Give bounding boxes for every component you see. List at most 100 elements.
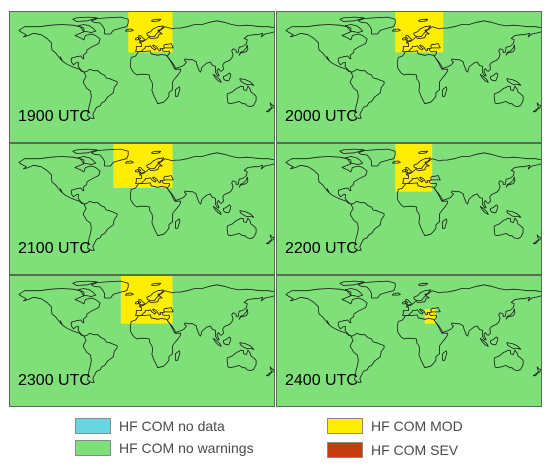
coastline-iceland [391, 292, 401, 296]
coastline-north-america [18, 24, 101, 73]
coastline-north-america [285, 24, 368, 73]
coastline-japan [238, 44, 249, 56]
world-map [18, 144, 274, 251]
legend-label: HF COM MOD [371, 418, 463, 434]
coastline-north-america [18, 156, 101, 205]
coastline-new-zealand [533, 234, 541, 245]
coastline-australia [493, 349, 524, 371]
coastline-madagascar [442, 218, 448, 229]
coastline-japan [505, 44, 516, 56]
coastline-ellesmere [72, 148, 98, 154]
coastline-africa [130, 50, 182, 105]
coastline-great-britain [405, 35, 412, 42]
coastline-ellesmere [72, 16, 98, 22]
coastline-baffin [344, 156, 364, 165]
coastline-australia [226, 349, 257, 371]
coastline-new-guinea [506, 210, 522, 218]
coastline-south-america [82, 68, 118, 119]
coastline-japan [505, 308, 516, 320]
coastline-borneo [223, 336, 232, 346]
coastline-greenland [90, 16, 129, 35]
coastline-south-america [82, 332, 118, 383]
coastline-baffin [77, 156, 97, 165]
coastline-ireland [135, 37, 139, 41]
alert-region-mod [395, 144, 433, 192]
world-map [18, 12, 274, 119]
coastline-ireland [402, 301, 406, 305]
coastline-africa [130, 182, 182, 237]
world-map [285, 280, 541, 383]
time-label: 2400 UTC [285, 372, 358, 389]
coastline-svalbard [151, 150, 162, 154]
coastline-svalbard [418, 282, 429, 286]
coastline-africa [130, 314, 182, 369]
coastline-new-guinea [506, 78, 522, 86]
coastline-new-zealand [266, 366, 274, 377]
coastline-south-america [349, 68, 385, 119]
coastline-australia [226, 85, 257, 107]
coastline-iceland [124, 28, 134, 32]
coastline-madagascar [442, 350, 448, 361]
coastline-eurasia [135, 152, 274, 209]
map-panel-2200: 2200 UTC [276, 143, 542, 275]
coastline-greenland [357, 16, 396, 35]
coastline-japan [238, 176, 249, 188]
coastline-baffin [77, 24, 97, 33]
coastline-ireland [402, 169, 406, 173]
map-grid: 1900 UTC 2000 UTC 2100 UTC 2200 UTC 2300… [9, 11, 542, 407]
legend-item-nodata: HF COM no data [75, 416, 225, 436]
time-label: 1900 UTC [18, 108, 91, 125]
world-map [18, 276, 274, 383]
coastline-north-america [285, 288, 368, 337]
legend-label: HF COM SEV [371, 442, 459, 458]
coastline-great-britain [138, 299, 145, 306]
coastline-north-america [285, 156, 368, 205]
coastline-svalbard [418, 18, 429, 22]
coastline-australia [226, 217, 257, 239]
alert-region-mod [424, 309, 436, 324]
legend: HF COM no data HF COM MOD HF COM no warn… [75, 412, 475, 464]
map-panel-2100: 2100 UTC [9, 143, 275, 275]
coastline-iceland [124, 160, 134, 164]
map-panel-1900: 1900 UTC [9, 11, 275, 143]
coastline-north-america [18, 288, 101, 337]
coastline-eurasia [402, 152, 541, 209]
coastline-borneo [490, 72, 499, 82]
coastline-ellesmere [72, 280, 98, 286]
coastline-ellesmere [339, 148, 365, 154]
coastline-sumatra [479, 205, 489, 215]
coastline-borneo [490, 204, 499, 214]
coastline-great-britain [405, 167, 412, 174]
coastline-great-britain [138, 35, 145, 42]
coastline-greenland [90, 280, 129, 299]
coastline-baffin [77, 288, 97, 297]
coastline-madagascar [175, 86, 181, 97]
coastline-madagascar [175, 218, 181, 229]
coastline-south-america [82, 200, 118, 251]
coastline-eurasia [135, 20, 274, 77]
coastline-greenland [90, 148, 129, 167]
coastline-new-guinea [239, 342, 255, 350]
coastline-ellesmere [339, 280, 365, 286]
coastline-greenland [357, 280, 396, 299]
coastline-new-zealand [266, 102, 274, 113]
coastline-sumatra [212, 337, 222, 347]
alert-region-mod [395, 12, 444, 53]
coastline-eurasia [402, 20, 541, 77]
coastline-borneo [223, 204, 232, 214]
legend-swatch [75, 440, 111, 456]
coastline-svalbard [418, 150, 429, 154]
coastline-ireland [135, 169, 139, 173]
coastline-south-america [349, 200, 385, 251]
coastline-africa [397, 50, 449, 105]
coastline-africa [397, 182, 449, 237]
coastline-new-zealand [266, 234, 274, 245]
coastline-eurasia [135, 284, 274, 341]
legend-item-nowarn: HF COM no warnings [75, 438, 254, 458]
coastline-sumatra [212, 73, 222, 83]
legend-swatch [75, 418, 111, 434]
coastline-ireland [402, 37, 406, 41]
coastline-australia [493, 85, 524, 107]
coastline-iceland [124, 292, 134, 296]
coastline-borneo [490, 336, 499, 346]
